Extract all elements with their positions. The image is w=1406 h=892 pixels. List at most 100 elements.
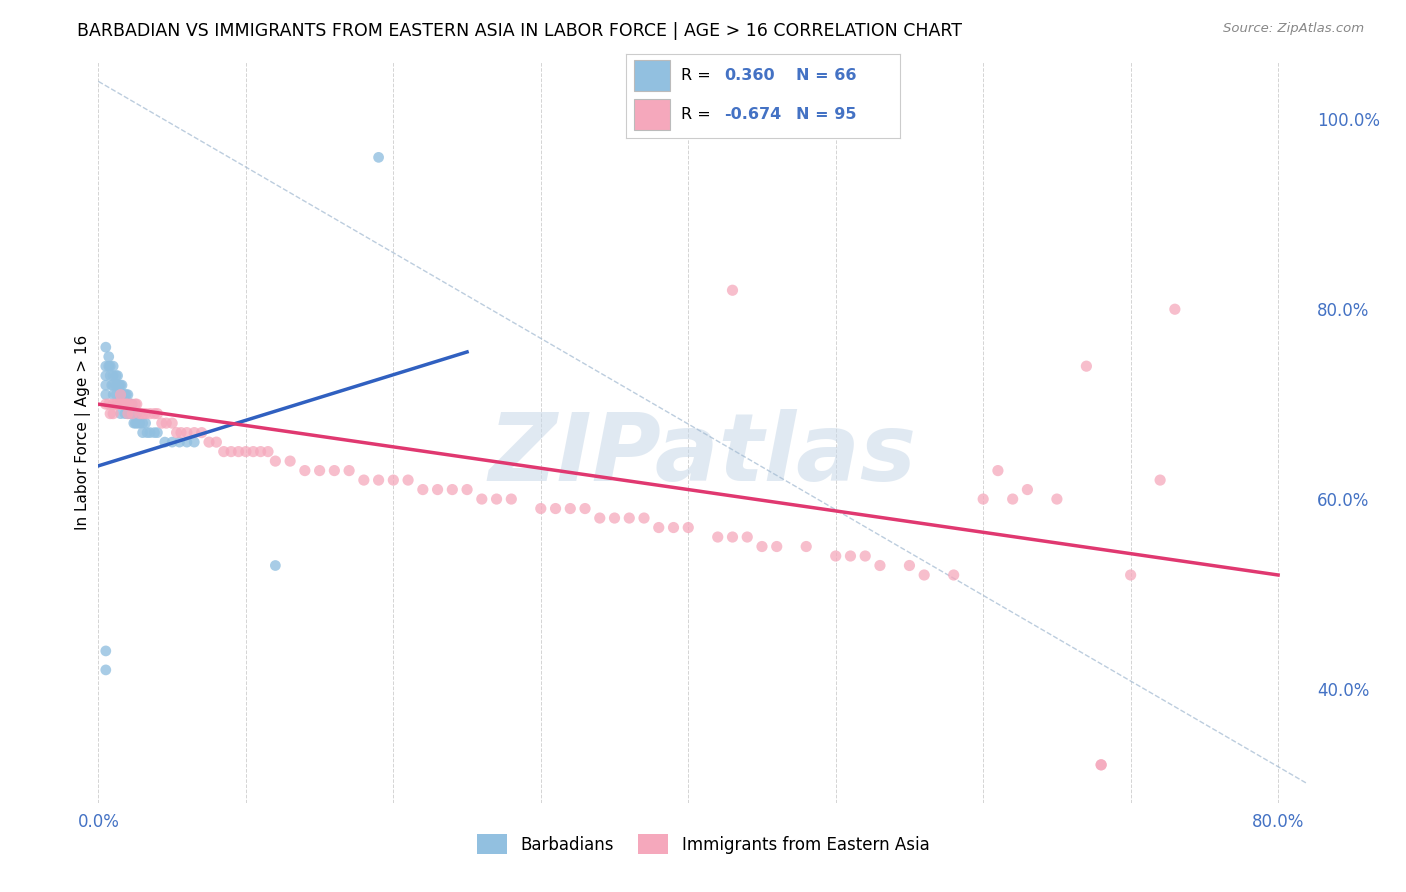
Point: [110, 378, 132, 392]
Point: [898, 558, 921, 573]
Point: [101, 397, 124, 411]
Point: [190, 425, 212, 440]
Point: [105, 368, 128, 383]
Point: [114, 407, 136, 421]
Point: [441, 483, 464, 497]
Point: [869, 558, 891, 573]
Point: [853, 549, 876, 563]
Point: [111, 387, 134, 401]
Point: [150, 416, 173, 430]
Point: [94, 397, 117, 411]
Point: [115, 387, 138, 401]
Point: [112, 397, 135, 411]
Point: [127, 416, 149, 430]
Point: [219, 444, 242, 458]
Point: [1017, 483, 1039, 497]
Point: [471, 491, 494, 506]
Point: [122, 407, 145, 421]
Point: [105, 378, 128, 392]
Point: [1164, 302, 1187, 317]
Point: [94, 359, 117, 374]
Point: [176, 425, 198, 440]
Point: [121, 407, 143, 421]
Point: [169, 435, 191, 450]
Point: [160, 416, 183, 430]
Point: [176, 435, 198, 450]
Point: [544, 501, 567, 516]
Point: [105, 397, 128, 411]
Point: [678, 520, 700, 534]
Point: [101, 387, 124, 401]
Point: [942, 568, 965, 582]
Point: [94, 340, 117, 354]
Point: [131, 416, 153, 430]
Point: [136, 425, 159, 440]
Point: [1001, 491, 1024, 506]
Point: [100, 378, 122, 392]
Point: [128, 407, 150, 421]
Point: [101, 368, 124, 383]
Point: [912, 568, 935, 582]
Point: [367, 150, 389, 164]
Point: [1046, 491, 1069, 506]
Text: 0.360: 0.360: [724, 68, 775, 83]
Text: Source: ZipAtlas.com: Source: ZipAtlas.com: [1223, 22, 1364, 36]
Point: [111, 397, 134, 411]
Point: [97, 359, 120, 374]
Point: [135, 407, 157, 421]
Point: [125, 407, 148, 421]
Point: [121, 397, 143, 411]
Text: N = 66: N = 66: [796, 68, 856, 83]
Point: [124, 416, 146, 430]
Point: [98, 359, 121, 374]
Text: -0.674: -0.674: [724, 107, 782, 122]
Point: [110, 397, 132, 411]
Point: [135, 416, 157, 430]
Point: [94, 368, 117, 383]
Point: [501, 491, 523, 506]
Point: [101, 378, 124, 392]
Point: [603, 511, 626, 525]
Point: [183, 435, 205, 450]
Point: [110, 407, 132, 421]
Point: [107, 378, 129, 392]
Point: [170, 425, 193, 440]
Point: [97, 350, 120, 364]
Text: BARBADIAN VS IMMIGRANTS FROM EASTERN ASIA IN LABOR FORCE | AGE > 16 CORRELATION : BARBADIAN VS IMMIGRANTS FROM EASTERN ASI…: [77, 22, 962, 40]
Point: [124, 407, 146, 421]
Text: R =: R =: [681, 68, 710, 83]
Text: R =: R =: [681, 107, 710, 122]
Point: [139, 425, 162, 440]
Point: [122, 416, 145, 430]
Point: [308, 464, 330, 478]
Point: [824, 549, 846, 563]
Point: [107, 397, 129, 411]
Point: [294, 464, 316, 478]
Point: [987, 464, 1010, 478]
Point: [117, 407, 139, 421]
Legend: Barbadians, Immigrants from Eastern Asia: Barbadians, Immigrants from Eastern Asia: [470, 828, 936, 861]
Point: [125, 416, 148, 430]
Point: [112, 397, 135, 411]
Point: [107, 368, 129, 383]
Point: [337, 464, 360, 478]
Point: [117, 387, 139, 401]
Point: [1090, 757, 1112, 772]
Point: [765, 540, 787, 554]
Point: [98, 407, 121, 421]
Point: [120, 397, 142, 411]
Point: [839, 549, 862, 563]
Point: [155, 416, 177, 430]
Point: [108, 378, 131, 392]
Point: [1090, 757, 1112, 772]
Point: [118, 407, 141, 421]
Point: [153, 435, 176, 450]
Point: [143, 407, 166, 421]
Point: [648, 520, 671, 534]
Point: [1149, 473, 1171, 487]
Point: [396, 473, 419, 487]
Point: [105, 387, 128, 401]
FancyBboxPatch shape: [634, 99, 669, 130]
Point: [120, 407, 142, 421]
Point: [426, 483, 449, 497]
